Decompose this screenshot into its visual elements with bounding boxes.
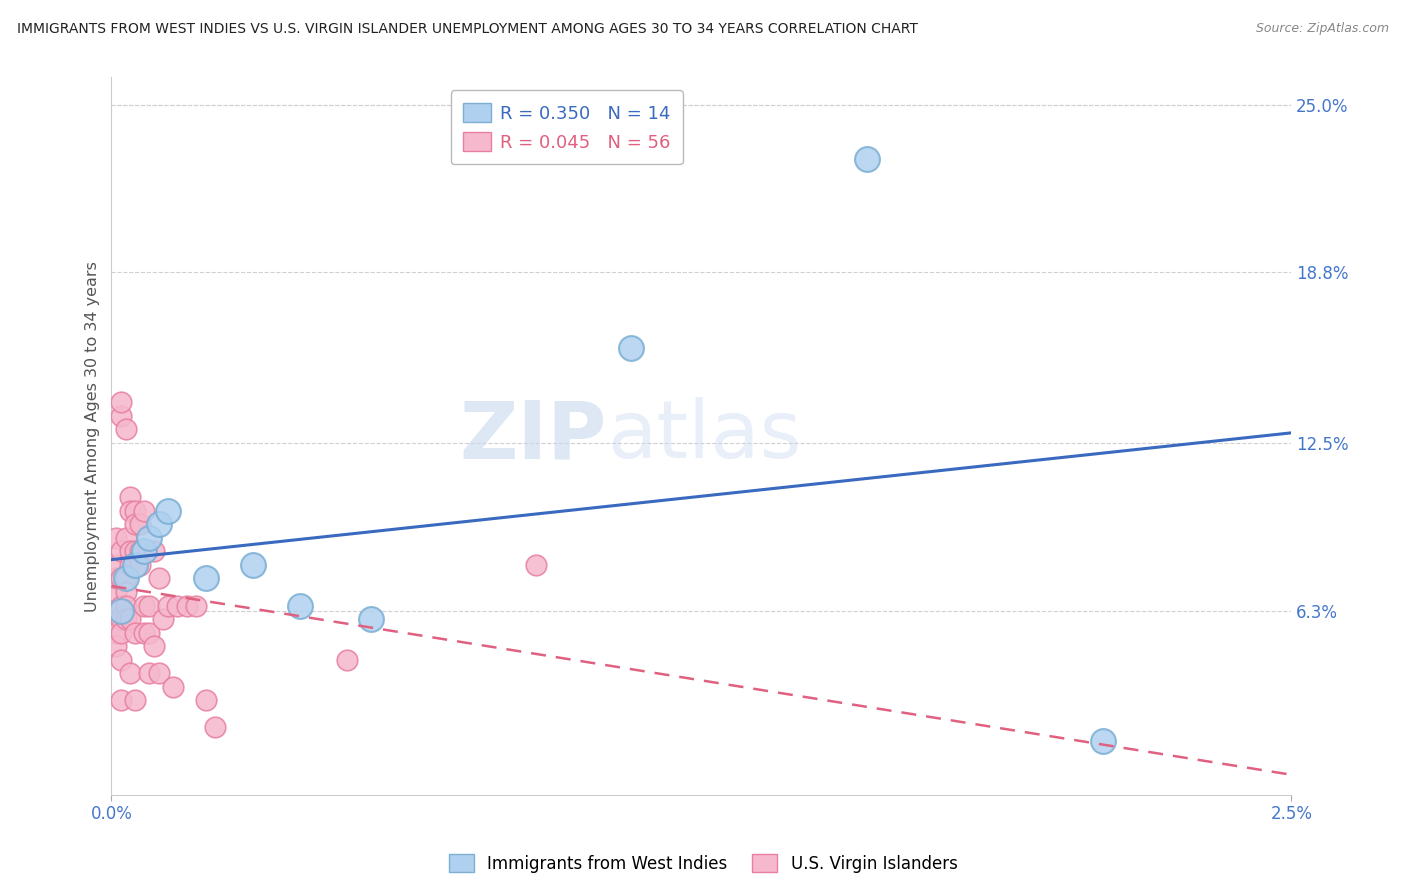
Point (194, 693, 217, 707)
Point (242, 558, 264, 572)
Point (166, 599, 188, 613)
Point (162, 680, 184, 694)
Point (142, 639, 165, 653)
Point (152, 612, 174, 626)
Point (110, 653, 132, 667)
Point (105, 531, 128, 545)
Point (124, 544, 146, 558)
Point (124, 693, 146, 707)
Point (134, 599, 156, 613)
Point (110, 604, 132, 618)
Legend: R = 0.350   N = 14, R = 0.045   N = 56: R = 0.350 N = 14, R = 0.045 N = 56 (451, 90, 682, 164)
Point (110, 625, 132, 640)
Point (120, 666, 142, 681)
Point (110, 571, 132, 585)
Point (124, 558, 146, 572)
Text: Source: ZipAtlas.com: Source: ZipAtlas.com (1256, 22, 1389, 36)
Point (105, 558, 128, 572)
Point (105, 639, 128, 653)
Point (290, 599, 312, 613)
Point (120, 612, 142, 626)
Point (114, 599, 136, 613)
Y-axis label: Unemployment Among Ages 30 to 34 years: Unemployment Among Ages 30 to 34 years (86, 260, 100, 612)
Point (204, 720, 226, 734)
Point (114, 585, 136, 599)
Point (176, 599, 198, 613)
Point (114, 612, 136, 626)
Point (114, 422, 136, 436)
Point (186, 599, 208, 613)
Text: IMMIGRANTS FROM WEST INDIES VS U.S. VIRGIN ISLANDER UNEMPLOYMENT AMONG AGES 30 T: IMMIGRANTS FROM WEST INDIES VS U.S. VIRG… (17, 22, 918, 37)
Point (124, 517, 146, 532)
Point (148, 571, 170, 585)
Point (336, 653, 359, 667)
Point (360, 612, 382, 626)
Point (142, 544, 165, 558)
Point (157, 599, 180, 613)
Point (105, 625, 128, 640)
Point (138, 625, 160, 640)
Text: ZIP: ZIP (460, 397, 607, 475)
Point (110, 544, 132, 558)
Point (120, 558, 142, 572)
Point (110, 612, 132, 626)
Point (855, 152, 877, 166)
Point (138, 531, 160, 545)
Point (105, 585, 128, 599)
Point (114, 531, 136, 545)
Point (194, 571, 217, 585)
Point (105, 571, 128, 585)
Point (120, 504, 142, 518)
Point (148, 517, 170, 532)
Point (1091, 734, 1114, 748)
Point (128, 558, 150, 572)
Point (110, 599, 132, 613)
Point (134, 544, 156, 558)
Point (105, 612, 128, 626)
Point (524, 558, 547, 572)
Point (619, 341, 641, 355)
Point (134, 504, 156, 518)
Point (134, 625, 156, 640)
Point (110, 693, 132, 707)
Point (138, 599, 160, 613)
Point (114, 571, 136, 585)
Legend: Immigrants from West Indies, U.S. Virgin Islanders: Immigrants from West Indies, U.S. Virgin… (441, 847, 965, 880)
Point (110, 409, 132, 423)
Point (124, 625, 146, 640)
Point (110, 395, 132, 409)
Point (120, 544, 142, 558)
Text: atlas: atlas (607, 397, 801, 475)
Point (120, 490, 142, 504)
Point (157, 504, 180, 518)
Point (114, 571, 136, 585)
Point (128, 517, 150, 532)
Point (128, 544, 150, 558)
Point (148, 666, 170, 681)
Point (138, 666, 160, 681)
Point (124, 504, 146, 518)
